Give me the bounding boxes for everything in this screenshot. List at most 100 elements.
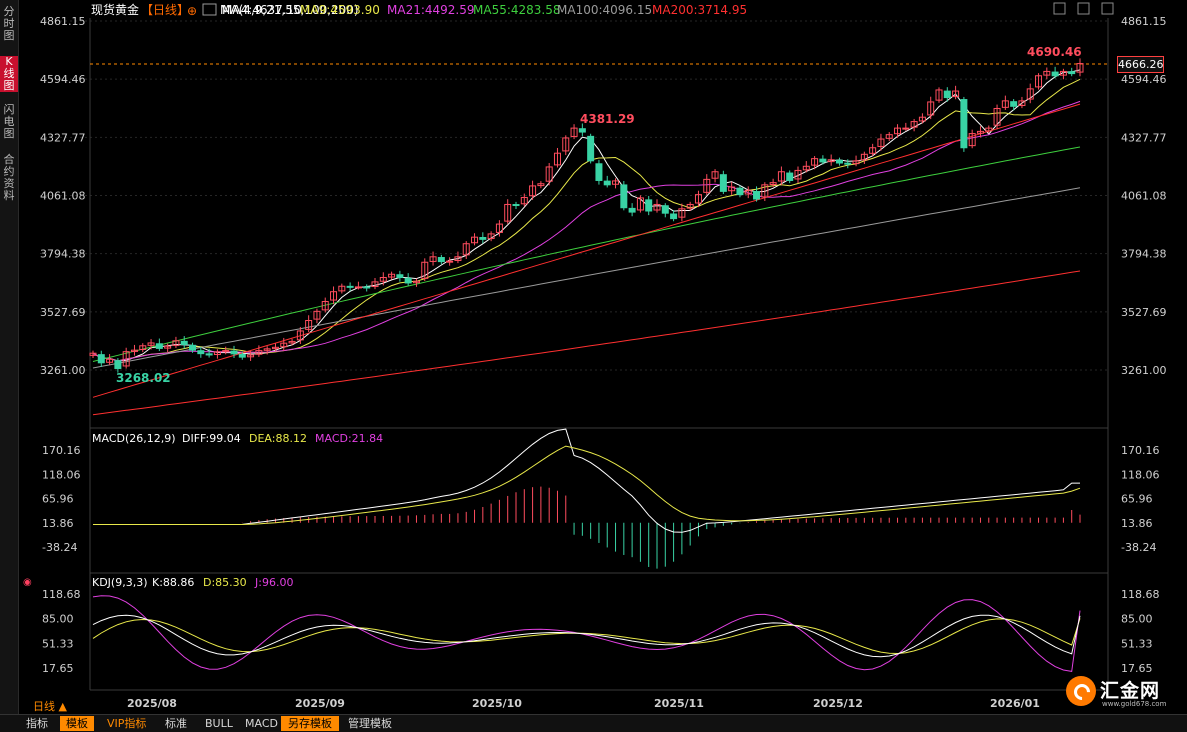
candle-body (388, 273, 396, 278)
ma-settings-icon[interactable] (202, 3, 217, 16)
tab-standard[interactable]: 标准 (165, 717, 187, 730)
candle-body (338, 285, 346, 292)
candle-body (495, 223, 503, 233)
price-tick-right: 4861.15 (1121, 15, 1167, 28)
candle-body (910, 121, 918, 128)
candle-body (1068, 71, 1076, 75)
ma100-line (92, 187, 1081, 369)
low-annotation: 3268.02 (116, 371, 171, 385)
candle-body (902, 127, 910, 130)
price-tick-left: 4861.15 (40, 15, 86, 28)
candle-body (827, 159, 835, 163)
candle-body (504, 203, 512, 222)
candle-body (968, 133, 976, 147)
tab-indicators[interactable]: 指标 (26, 717, 48, 730)
macd-tick-left: 170.16 (42, 444, 81, 457)
candle-body (578, 128, 586, 133)
side-panel: 分时图 K线图 闪电图 合约资料 (0, 0, 19, 715)
tab-macd[interactable]: MACD (245, 717, 278, 730)
crosshair-icon[interactable]: ⊕ (187, 4, 197, 18)
candle-body (1076, 63, 1084, 73)
candle-body (471, 236, 479, 244)
candle-body (802, 165, 810, 171)
date-tick: 2025/08 (127, 697, 177, 710)
candle-body (711, 171, 719, 179)
candle-body (305, 319, 313, 330)
tab-intraday[interactable]: 分时图 (3, 5, 15, 42)
candle-body (180, 340, 188, 345)
candle-body (421, 261, 429, 279)
logo-name: 汇金网 (1100, 680, 1161, 702)
kdj-k-label: K:88.86 (152, 576, 194, 589)
candle-body (761, 184, 769, 198)
candle-body (296, 330, 304, 341)
candle-body (985, 127, 993, 132)
tab-contract-info[interactable]: 合约资料 (3, 153, 15, 202)
tab-flash[interactable]: 闪电图 (3, 103, 15, 140)
candle-body (811, 158, 819, 166)
logo-url: www.gold678.com (1102, 700, 1167, 708)
zoom-icon[interactable] (1077, 2, 1090, 15)
candle-body (844, 162, 852, 165)
kline-chart[interactable]: 现货黄金 【日线】 ⊕ MA(4,9,21,55,100,200) MA4:46… (19, 0, 1187, 714)
candle-body (786, 172, 794, 181)
tab-vip-indicators[interactable]: VIP指标 (107, 717, 147, 730)
kdj-tick-left: 51.33 (42, 637, 74, 650)
candle-body (462, 243, 470, 256)
tab-save-template[interactable]: 另存模板 (281, 716, 339, 731)
candle-body (753, 191, 761, 200)
price-tick-right: 4327.77 (1121, 131, 1167, 144)
candle-body (437, 257, 445, 263)
tab-templates[interactable]: 模板 (60, 716, 94, 731)
kdj-k-line (92, 614, 1081, 658)
close-icon[interactable] (1101, 2, 1114, 15)
ma-line-red-2 (92, 103, 1081, 398)
restore-icon[interactable] (1053, 2, 1066, 15)
kdj-tick-right: 17.65 (1121, 662, 1153, 675)
candle-body (247, 354, 255, 358)
macd-value-label: MACD:21.84 (315, 432, 383, 445)
symbol-title: 现货黄金 (91, 2, 139, 17)
price-tick-right: 3527.69 (1121, 306, 1167, 319)
candle-body (412, 280, 420, 284)
kdj-d-label: D:85.30 (203, 576, 247, 589)
candle-body (404, 277, 412, 284)
candle-body (1051, 71, 1059, 77)
kdj-j-label: J:96.00 (254, 576, 293, 589)
tab-manage-template[interactable]: 管理模板 (348, 717, 392, 730)
current-price-label: 4666.26 (1117, 55, 1164, 73)
tab-kline[interactable]: K线图 (0, 56, 18, 92)
candle-body (852, 160, 860, 165)
macd-diff-label: DIFF:99.04 (182, 432, 241, 445)
kdj-tick-left: 118.68 (42, 588, 81, 601)
candle-body (537, 183, 545, 187)
candle-body (553, 152, 561, 166)
candle-body (570, 127, 578, 137)
candle-body (222, 350, 230, 353)
macd-dea-label: DEA:88.12 (249, 432, 307, 445)
candle-body (960, 99, 968, 149)
macd-diff-line (93, 428, 1080, 533)
price-tick-left: 4061.08 (40, 189, 86, 202)
price-tick-right: 3261.00 (1121, 364, 1167, 377)
candle-body (653, 203, 661, 211)
candle-body (429, 256, 437, 262)
date-tick: 2026/01 (990, 697, 1040, 710)
kdj-tick-right: 85.00 (1121, 613, 1153, 626)
candle-body (230, 350, 238, 355)
candle-body (1059, 70, 1067, 76)
candle-body (271, 346, 279, 350)
tab-bull[interactable]: BULL (205, 717, 233, 730)
kdj-settings-icon[interactable]: ◉ (23, 577, 32, 588)
candle-body (155, 343, 163, 349)
candle-body (670, 213, 678, 220)
date-tick: 2025/11 (654, 697, 704, 710)
ma-legend-item: MA200:3714.95 (652, 3, 747, 17)
candle-body (952, 90, 960, 98)
ma-legend-item: MA55:4283.58 (473, 3, 561, 17)
macd-tick-right: 118.06 (1121, 468, 1160, 481)
peak-annotation: 4381.29 (580, 112, 635, 126)
period-indicator[interactable]: 日线 ▲ (33, 699, 67, 713)
period-title: 【日线】 (141, 3, 189, 17)
price-tick-left: 3261.00 (40, 364, 86, 377)
